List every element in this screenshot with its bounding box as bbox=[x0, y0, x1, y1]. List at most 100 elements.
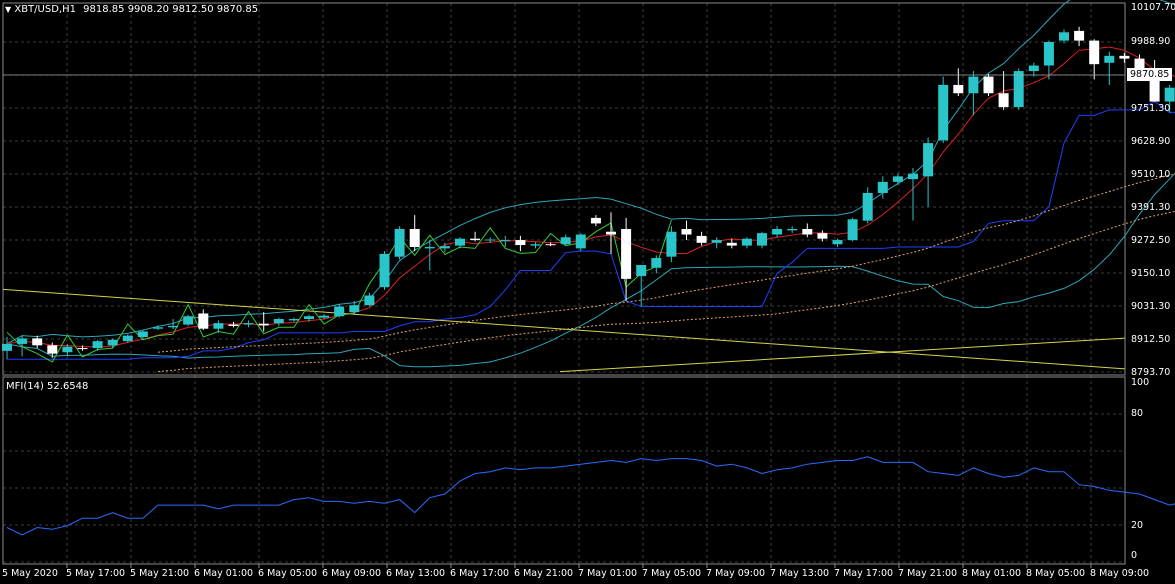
candle-body bbox=[877, 181, 888, 193]
candle-body bbox=[62, 346, 73, 353]
candle-body bbox=[1104, 55, 1115, 63]
cloud-span-a bbox=[157, 173, 1175, 353]
candle-body bbox=[666, 231, 677, 257]
price-tick-label: 9751.30 bbox=[1131, 103, 1171, 114]
candle-body bbox=[530, 244, 541, 246]
price-tick-label: 9391.30 bbox=[1131, 202, 1171, 213]
candle-body bbox=[696, 235, 707, 243]
candle-body bbox=[847, 219, 858, 241]
candle-body bbox=[213, 323, 224, 329]
yellow-trend-line-2 bbox=[559, 337, 1126, 373]
candle-body bbox=[1149, 71, 1160, 102]
candle-body bbox=[953, 84, 964, 94]
price-tick-label: 10107.70 bbox=[1131, 2, 1175, 13]
candle-body bbox=[1119, 55, 1130, 59]
candle-body bbox=[17, 338, 28, 344]
blue-donchian-line bbox=[7, 100, 1175, 360]
time-tick-label: 6 May 13:00 bbox=[386, 568, 446, 579]
candle-body bbox=[832, 240, 843, 245]
price-tick-label: 8912.50 bbox=[1131, 334, 1171, 345]
time-tick-label: 5 May 2020 bbox=[2, 568, 58, 579]
candle-body bbox=[651, 258, 662, 268]
candle-body bbox=[938, 84, 949, 141]
chart-header: ▼ XBT/USD,H1 9818.85 9908.20 9812.50 987… bbox=[5, 4, 258, 16]
candle-body bbox=[681, 228, 692, 235]
ohlc-values: 9818.85 9908.20 9812.50 9870.85 bbox=[83, 4, 259, 15]
candle-body bbox=[455, 238, 465, 246]
candle-body bbox=[47, 345, 58, 354]
candle-body bbox=[32, 338, 43, 346]
candle-body bbox=[711, 240, 722, 243]
time-tick-label: 6 May 09:00 bbox=[322, 568, 382, 579]
candle-body bbox=[1164, 87, 1175, 102]
candle-body bbox=[439, 246, 450, 249]
candlestick-series[interactable] bbox=[2, 26, 1175, 360]
candle-body bbox=[379, 253, 390, 288]
candle-body bbox=[319, 315, 330, 318]
candle-body bbox=[923, 143, 934, 177]
candle-body bbox=[2, 343, 12, 351]
candle-body bbox=[590, 217, 601, 224]
candle-body bbox=[1043, 41, 1054, 66]
candle-body bbox=[107, 339, 118, 346]
candle-body bbox=[349, 305, 360, 313]
mfi-tick-label: 0 bbox=[1131, 550, 1138, 561]
axis-tick-marks bbox=[66, 564, 1092, 568]
mfi-tick-label: 80 bbox=[1131, 408, 1144, 419]
cloud-span-b bbox=[157, 210, 1175, 373]
candle-body bbox=[500, 240, 511, 242]
current-price-label: 9870.85 bbox=[1127, 68, 1173, 81]
candle-body bbox=[606, 231, 616, 235]
time-tick-label: 6 May 21:00 bbox=[514, 568, 574, 579]
mfi-line bbox=[6, 456, 1175, 536]
time-tick-label: 6 May 17:00 bbox=[450, 568, 510, 579]
mfi-pane-frame bbox=[2, 376, 1126, 565]
candle-body bbox=[1074, 30, 1085, 41]
candle-body bbox=[364, 295, 375, 306]
time-tick-label: 5 May 17:00 bbox=[66, 568, 126, 579]
candle-body bbox=[1134, 58, 1145, 72]
candle-body bbox=[741, 238, 752, 246]
candle-body bbox=[621, 228, 632, 279]
candle-body bbox=[772, 228, 783, 235]
mfi-indicator bbox=[6, 456, 1175, 536]
time-tick-label: 7 May 13:00 bbox=[770, 568, 830, 579]
candle-body bbox=[802, 228, 813, 235]
candle-body bbox=[334, 306, 345, 317]
candle-body bbox=[862, 192, 873, 221]
mfi-tick-label: 100 bbox=[1131, 377, 1150, 388]
candle-body bbox=[258, 323, 269, 326]
candle-body bbox=[983, 76, 994, 94]
time-tick-label: 8 May 05:00 bbox=[1026, 568, 1086, 579]
time-tick-label: 5 May 21:00 bbox=[130, 568, 190, 579]
candle-body bbox=[122, 335, 133, 342]
price-tick-label: 9150.10 bbox=[1131, 268, 1171, 279]
price-tick-label: 9628.90 bbox=[1131, 136, 1171, 147]
time-tick-label: 7 May 05:00 bbox=[642, 568, 702, 579]
candle-body bbox=[485, 239, 496, 241]
candle-body bbox=[998, 93, 1009, 108]
candle-body bbox=[273, 319, 284, 324]
time-tick-label: 6 May 05:00 bbox=[258, 568, 318, 579]
price-tick-label: 9988.90 bbox=[1131, 36, 1171, 47]
price-tick-label: 9510.10 bbox=[1131, 169, 1171, 180]
candle-body bbox=[77, 348, 88, 350]
candle-body bbox=[470, 238, 481, 241]
dropdown-triangle-icon[interactable]: ▼ bbox=[5, 5, 12, 14]
candle-body bbox=[243, 323, 254, 325]
candle-body bbox=[560, 237, 571, 245]
candle-body bbox=[1013, 71, 1024, 108]
candle-body bbox=[394, 228, 405, 257]
candle-body bbox=[817, 233, 828, 239]
price-tick-label: 9031.30 bbox=[1131, 301, 1171, 312]
candle-body bbox=[545, 244, 556, 246]
candle-body bbox=[515, 240, 526, 246]
candle-body bbox=[968, 76, 979, 94]
candle-body bbox=[575, 234, 586, 249]
time-tick-label: 7 May 21:00 bbox=[898, 568, 958, 579]
time-tick-label: 7 May 17:00 bbox=[834, 568, 894, 579]
candle-body bbox=[198, 313, 209, 329]
candle-body bbox=[409, 228, 420, 247]
